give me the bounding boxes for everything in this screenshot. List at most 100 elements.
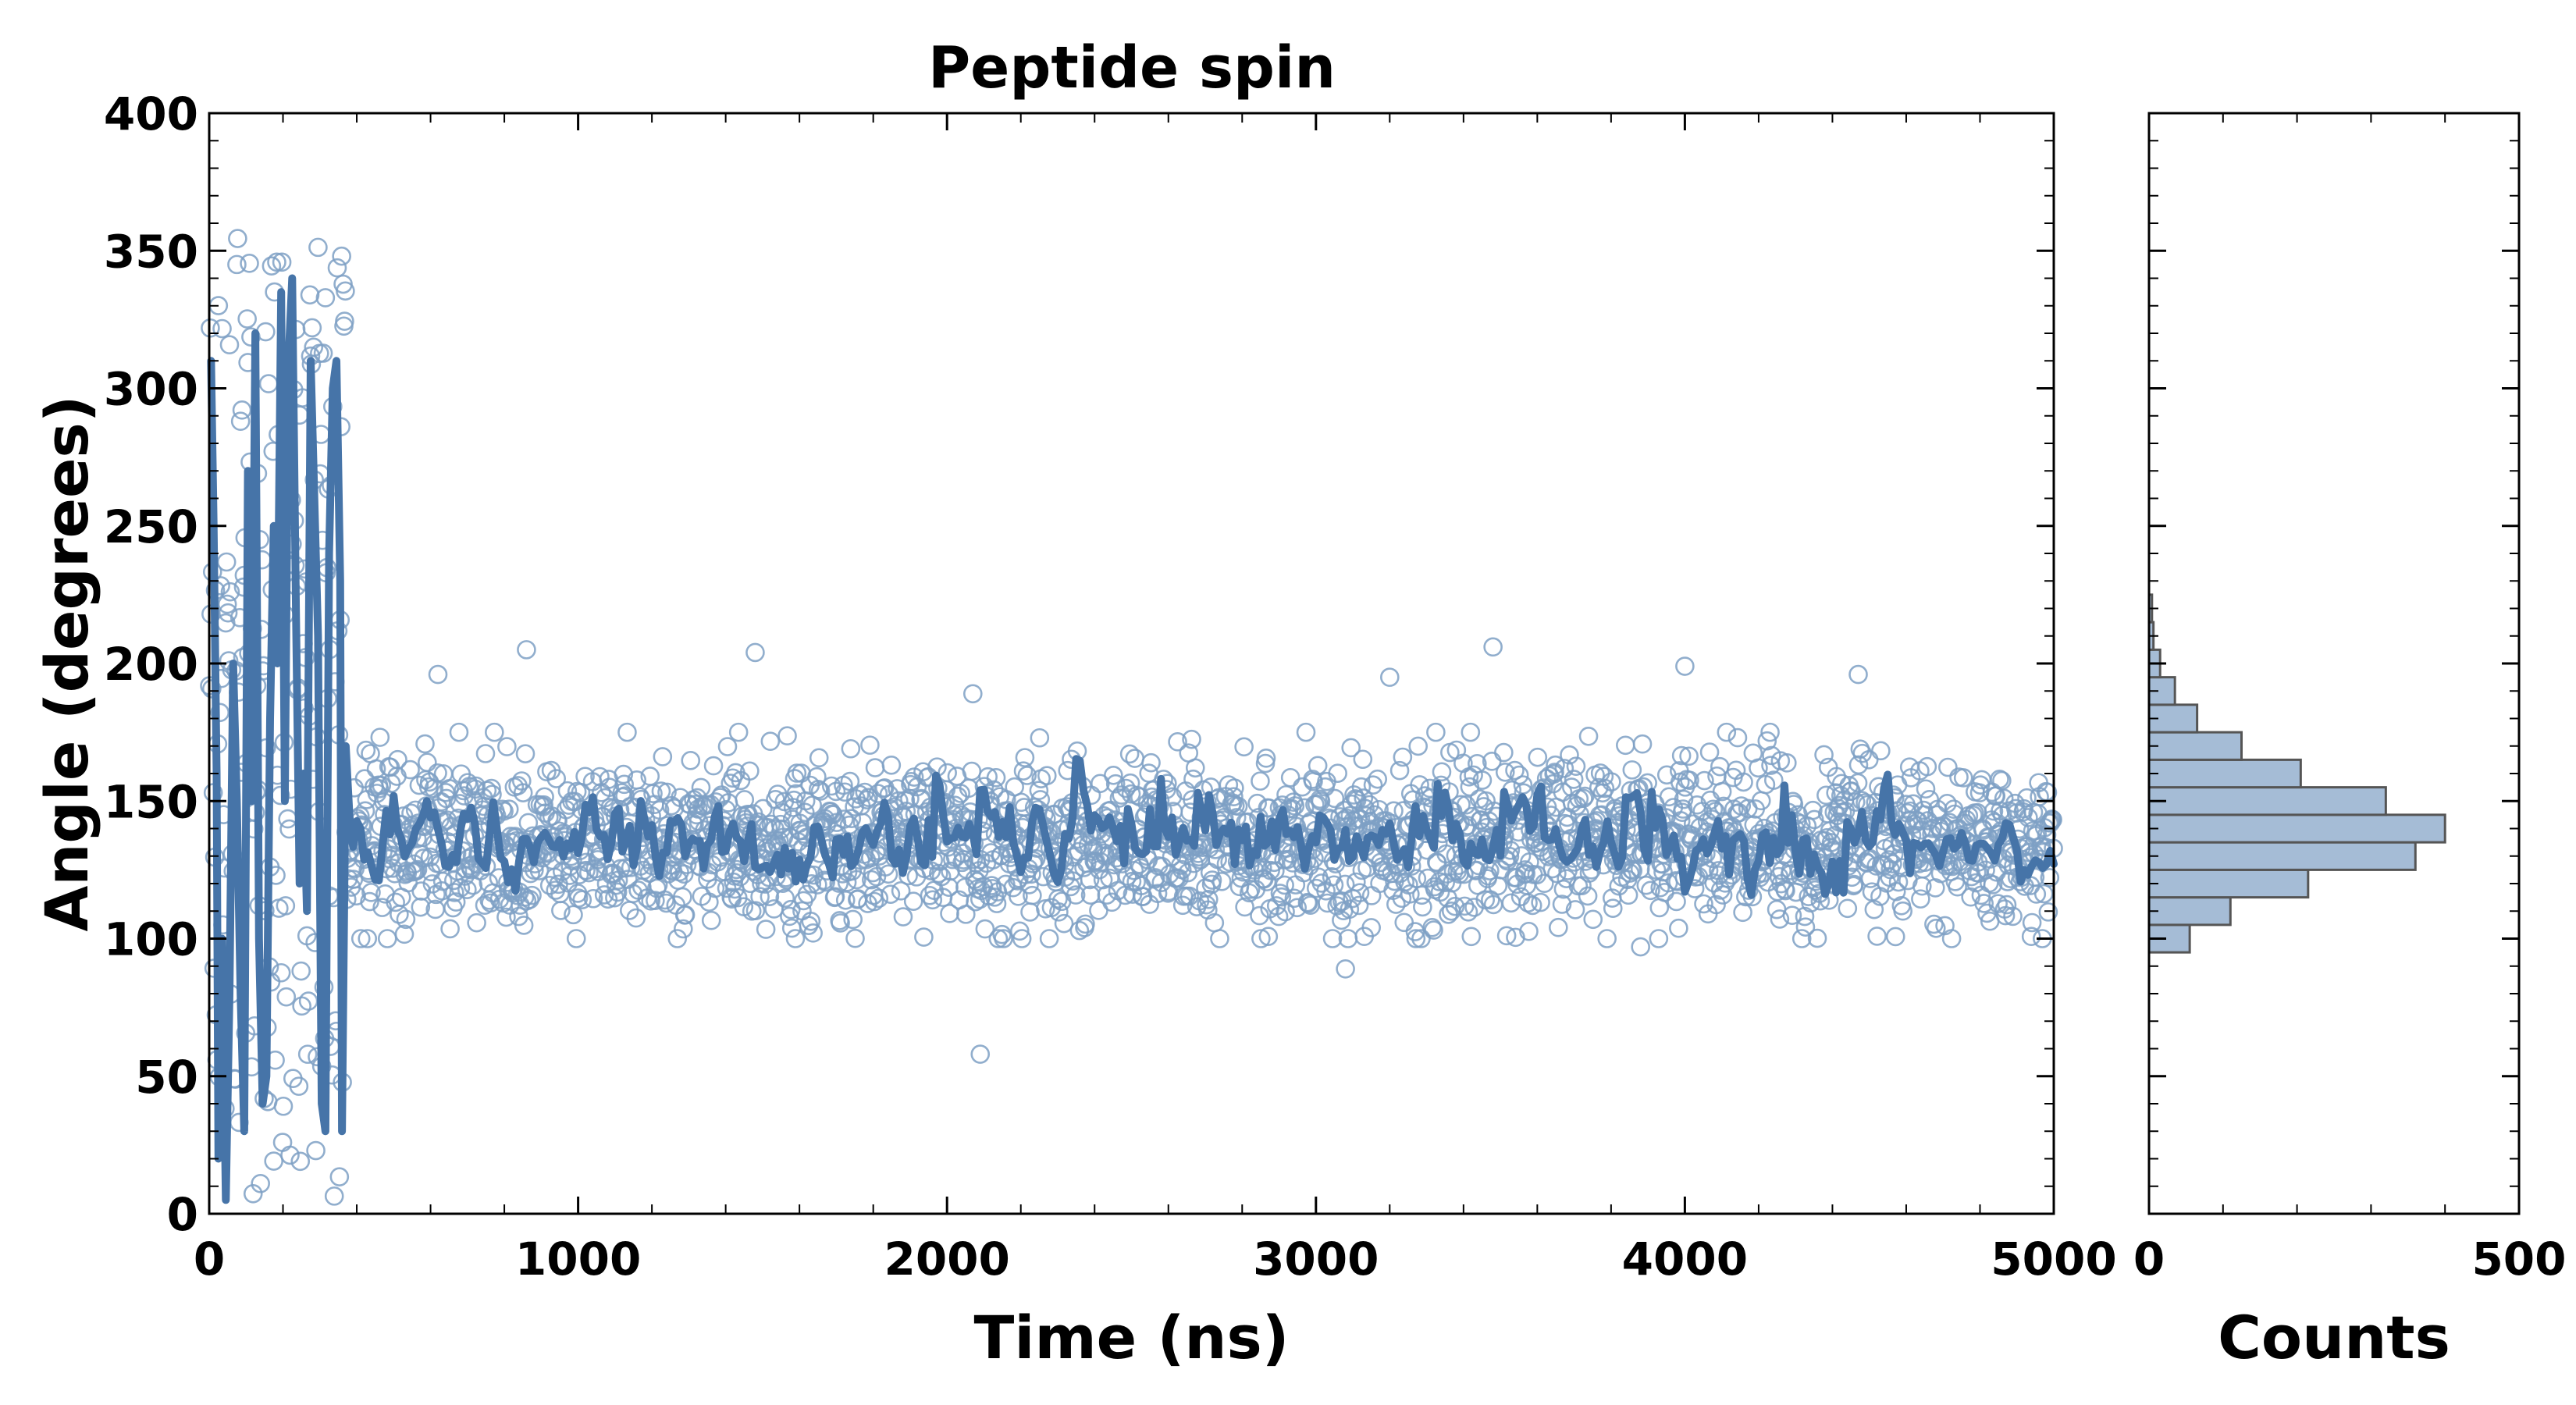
scatter-point <box>772 802 792 823</box>
scatter-point <box>1286 875 1306 895</box>
scatter-point <box>1680 770 1699 791</box>
scatter-point <box>513 783 533 802</box>
scatter-point <box>929 863 948 884</box>
scatter-point <box>1589 777 1609 798</box>
scatter-point <box>1185 758 1205 778</box>
scatter-point <box>256 322 276 342</box>
scatter-point <box>1039 929 1059 948</box>
scatter-point <box>496 907 516 927</box>
scatter-point <box>673 887 692 907</box>
scatter-point <box>1977 903 1997 923</box>
scatter-point <box>1251 929 1271 948</box>
scatter-point <box>1667 891 1686 912</box>
scatter-point <box>987 894 1007 913</box>
scatter-point <box>479 873 499 893</box>
scatter-point <box>1483 637 1503 657</box>
scatter-point <box>1432 762 1452 782</box>
scatter-point <box>1049 902 1069 922</box>
scatter-point <box>841 809 862 829</box>
scatter-point <box>1208 849 1227 870</box>
scatter-point <box>1340 899 1360 919</box>
scatter-point <box>975 919 995 939</box>
scatter-point <box>1554 759 1574 778</box>
scatter-point <box>230 411 251 432</box>
scatter-point <box>1461 722 1481 742</box>
scatter-point <box>1328 763 1347 783</box>
scatter-point <box>1848 755 1869 775</box>
scatter-point <box>1531 892 1550 912</box>
scatter-point <box>432 871 453 891</box>
scatter-point <box>1816 785 1836 806</box>
scatter-point <box>978 767 998 787</box>
scatter-point <box>2021 927 2041 947</box>
scatter-point <box>1636 875 1656 895</box>
scatter-point <box>1552 895 1572 914</box>
y-tick-label: 200 <box>104 638 198 691</box>
histogram-bar <box>2147 731 2243 761</box>
scatter-point <box>881 884 901 904</box>
scatter-point <box>598 889 618 909</box>
scatter-point <box>1560 745 1579 765</box>
scatter-point <box>467 912 486 933</box>
histogram-bar <box>2147 841 2417 871</box>
scatter-point <box>327 258 347 278</box>
scatter-point <box>705 878 725 898</box>
scatter-point <box>862 870 881 890</box>
scatter-point <box>966 891 985 912</box>
scatter-point <box>701 910 721 930</box>
scatter-point <box>970 1044 991 1064</box>
scatter-point <box>1641 880 1660 901</box>
histogram-bar <box>2147 813 2446 844</box>
scatter-point <box>831 913 850 933</box>
scatter-point <box>289 1076 309 1096</box>
x-tick-label: 0 <box>194 1232 225 1286</box>
histogram-ticks: 0 500 <box>2133 112 2567 1286</box>
scatter-point <box>2014 799 2034 819</box>
scatter-point <box>735 790 755 809</box>
scatter-point <box>973 877 994 897</box>
scatter-point <box>1983 875 2003 895</box>
scatter-point <box>1671 745 1692 766</box>
scatter-point <box>1791 929 1812 948</box>
scatter-point <box>227 254 247 275</box>
scatter-point <box>497 737 517 756</box>
scatter-point <box>1223 793 1243 813</box>
scatter-point <box>1015 748 1035 767</box>
scatter-point <box>1324 875 1344 895</box>
scatter-point <box>1804 809 1824 830</box>
scatter-point <box>264 1151 284 1171</box>
scatter-point <box>864 891 884 912</box>
scatter-point <box>396 909 416 930</box>
scatter-point <box>1413 897 1432 917</box>
scatter-point <box>386 892 405 912</box>
scatter-point <box>1727 727 1748 748</box>
scatter-point <box>691 777 711 798</box>
scatter-point <box>803 923 823 943</box>
scatter-point <box>1734 772 1753 792</box>
scatter-point <box>2003 906 2023 927</box>
scatter-point <box>428 763 447 783</box>
scatter-point <box>1546 755 1565 775</box>
x-tick-label: 5000 <box>1991 1232 2116 1286</box>
scatter-point <box>1354 788 1374 808</box>
scatter-point <box>329 1167 350 1186</box>
scatter-point <box>1422 918 1442 937</box>
scatter-point <box>218 603 238 623</box>
scatter-point <box>1934 816 1954 837</box>
scatter-point <box>522 885 542 905</box>
scatter-point <box>617 722 637 742</box>
scatter-point <box>1564 770 1584 789</box>
scatter-point <box>1888 872 1909 892</box>
scatter-point <box>407 859 428 880</box>
scatter-point <box>415 734 435 754</box>
scatter-point <box>1424 920 1443 940</box>
scatter-point <box>1066 885 1086 905</box>
scatter-point <box>1924 914 1944 934</box>
scatter-point <box>1795 917 1816 937</box>
scatter-point <box>1574 788 1593 809</box>
scatter-point <box>1553 879 1574 899</box>
scatter-point <box>667 929 688 948</box>
scatter-point <box>1353 749 1373 770</box>
scatter-point <box>1622 760 1642 780</box>
